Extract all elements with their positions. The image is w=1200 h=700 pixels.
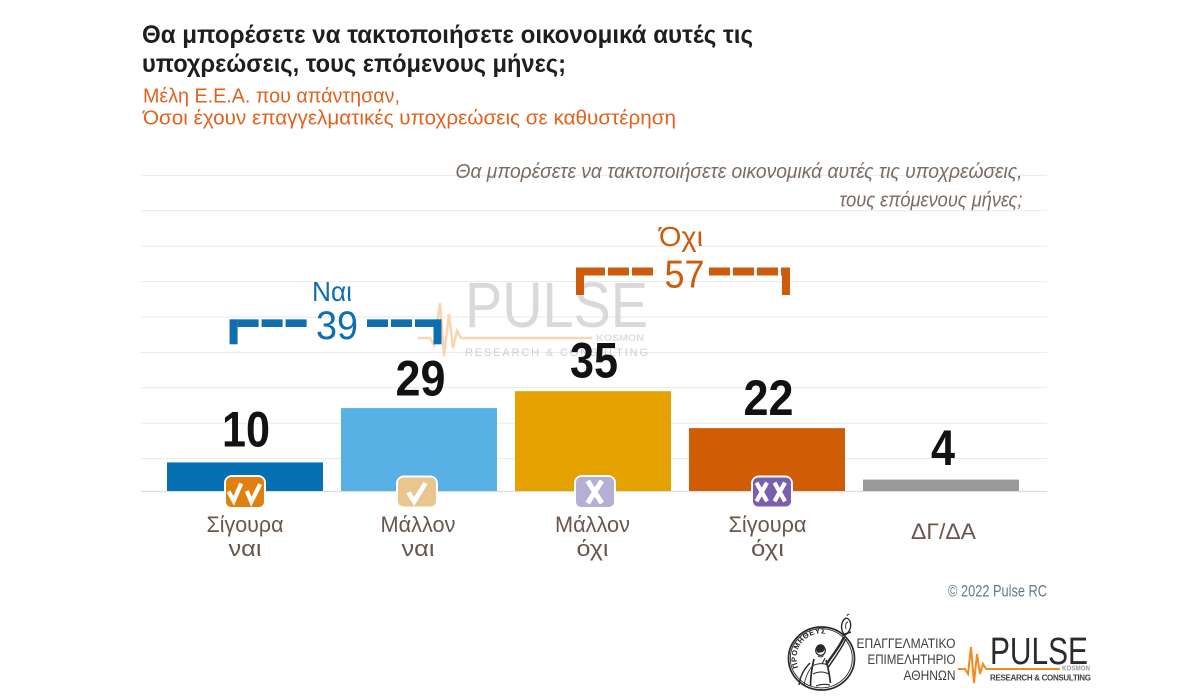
svg-text:Μάλλον: Μάλλον: [555, 512, 630, 537]
svg-text:υποχρεώσεις, τους επόμενους μή: υποχρεώσεις, τους επόμενους μήνες;: [142, 50, 566, 78]
svg-text:Σίγουρα: Σίγουρα: [729, 512, 807, 537]
svg-text:4: 4: [931, 420, 955, 476]
svg-text:ΔΓ/ΔΑ: ΔΓ/ΔΑ: [911, 519, 976, 544]
svg-text:57: 57: [665, 254, 705, 297]
svg-text:KOSMON: KOSMON: [596, 333, 644, 343]
svg-text:ΕΠΑΓΓΕΛΜΑΤΙΚΟ: ΕΠΑΓΓΕΛΜΑΤΙΚΟ: [857, 636, 956, 651]
svg-text:Μέλη Ε.Ε.Α. που απάντησαν,: Μέλη Ε.Ε.Α. που απάντησαν,: [143, 86, 400, 108]
svg-text:ναι: ναι: [229, 536, 262, 561]
svg-text:Θα μπορέσετε να τακτοποιήσετε: Θα μπορέσετε να τακτοποιήσετε οικονομικά…: [142, 21, 753, 49]
svg-text:Μάλλον: Μάλλον: [381, 512, 456, 537]
svg-text:22: 22: [744, 370, 794, 426]
svg-text:© 2022 Pulse RC: © 2022 Pulse RC: [948, 582, 1047, 601]
svg-text:Θα μπορέσετε να τακτοποιήσετε: Θα μπορέσετε να τακτοποιήσετε οικονομικά…: [456, 161, 1023, 183]
svg-text:PULSE: PULSE: [990, 631, 1088, 673]
svg-text:τους επόμενους μήνες;: τους επόμενους μήνες;: [840, 190, 1023, 212]
svg-text:Ναι: Ναι: [312, 276, 352, 307]
svg-text:ναι: ναι: [402, 536, 435, 561]
svg-text:Όχι: Όχι: [658, 221, 703, 252]
svg-text:PULSE: PULSE: [465, 269, 648, 341]
svg-text:29: 29: [396, 351, 446, 407]
svg-text:RESEARCH & CONSULTING: RESEARCH & CONSULTING: [465, 347, 648, 359]
svg-text:ΕΠΙΜΕΛΗΤΗΡΙΟ: ΕΠΙΜΕΛΗΤΗΡΙΟ: [868, 652, 956, 667]
svg-text:10: 10: [222, 402, 270, 458]
svg-text:39: 39: [316, 304, 358, 348]
svg-text:Όσοι έχουν επαγγελματικές υποχ: Όσοι έχουν επαγγελματικές υποχρεώσεις σε…: [142, 108, 676, 130]
svg-text:όχι: όχι: [577, 536, 609, 561]
svg-text:ΑΘΗΝΩΝ: ΑΘΗΝΩΝ: [904, 668, 956, 683]
svg-text:Σίγουρα: Σίγουρα: [207, 512, 284, 537]
svg-text:όχι: όχι: [751, 536, 784, 561]
svg-text:35: 35: [570, 333, 618, 389]
svg-text:KOSMON: KOSMON: [1062, 664, 1090, 673]
svg-text:RESEARCH & CONSULTING: RESEARCH & CONSULTING: [990, 674, 1091, 683]
